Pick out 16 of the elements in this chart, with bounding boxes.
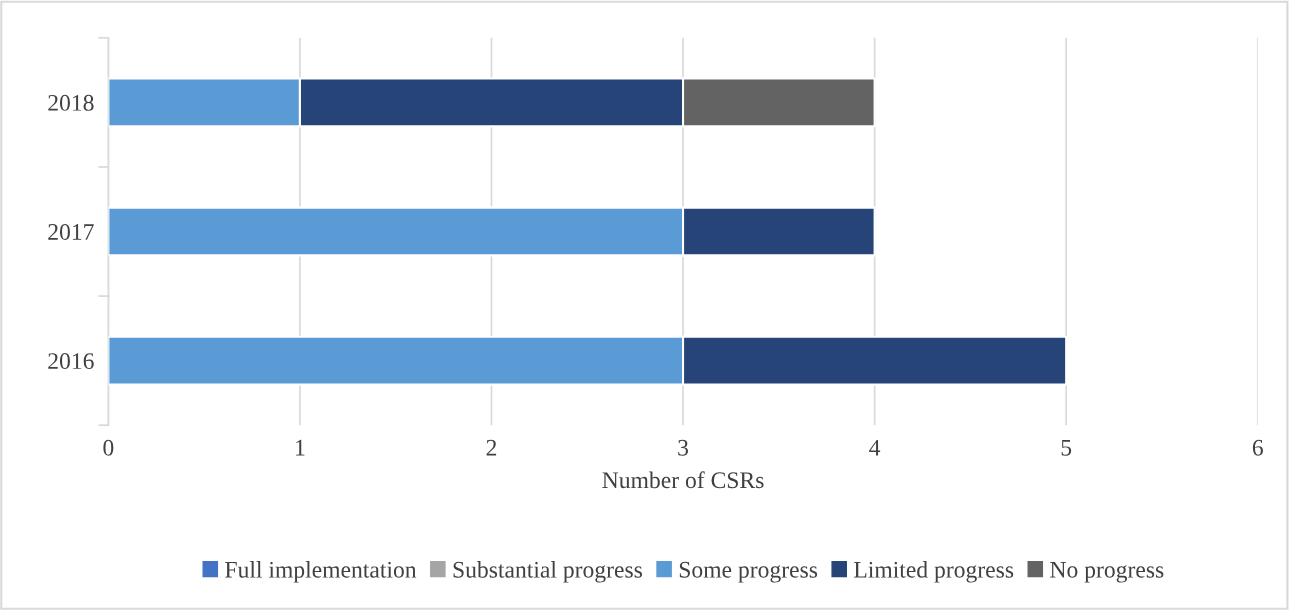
x-tick-label: 6: [1252, 439, 1263, 456]
x-tick-label: 5: [1061, 439, 1072, 456]
legend-label: Substantial progress: [453, 561, 642, 583]
x-tick-label: 0: [103, 439, 114, 456]
y-tick-label: 2016: [48, 353, 94, 370]
legend-label: Some progress: [679, 561, 818, 583]
legend-label: No progress: [1050, 562, 1164, 583]
legend-label: Limited progress: [854, 561, 1014, 583]
x-tick-label: 4: [869, 439, 881, 456]
x-tick-label: 2: [486, 439, 497, 456]
x-axis-title: Number of CSRs: [602, 471, 764, 489]
x-tick-label: 3: [678, 439, 689, 456]
legend-label: Full implementation: [225, 561, 417, 583]
y-tick-label: 2018: [48, 94, 94, 111]
x-tick-label: 1: [296, 439, 305, 456]
y-tick-label: 2017: [48, 223, 94, 240]
